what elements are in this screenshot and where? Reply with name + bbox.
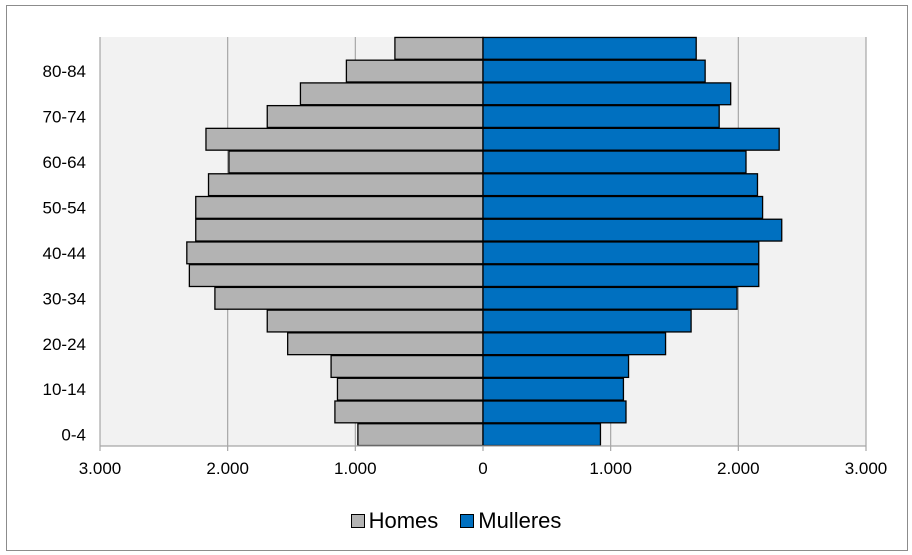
x-tick-label: 2.000 (717, 459, 760, 478)
legend-swatch-homes (350, 514, 365, 528)
y-tick-label: 50-54 (43, 198, 86, 217)
bars (186, 36, 783, 447)
bar-homes-65-69 (205, 127, 484, 151)
bar-mulleres-45-49 (482, 218, 783, 242)
y-tick-label: 0-4 (61, 426, 86, 445)
bar-mulleres-85+ (482, 36, 697, 60)
y-tick-label: 10-14 (43, 380, 86, 399)
x-tick-label: 1.000 (334, 459, 377, 478)
bar-homes-30-34 (214, 286, 484, 310)
bar-homes-50-54 (195, 195, 484, 219)
bar-mulleres-20-24 (482, 332, 667, 356)
bar-homes-40-44 (186, 241, 484, 265)
legend-label-mulleres: Mulleres (478, 508, 562, 533)
bar-homes-5-9 (334, 400, 484, 424)
bar-homes-35-39 (188, 264, 484, 288)
x-tick-label: 0 (478, 459, 487, 478)
bar-mulleres-55-59 (482, 173, 759, 197)
bar-mulleres-10-14 (482, 377, 625, 401)
bar-homes-55-59 (207, 173, 484, 197)
x-axis-labels: 3.000 2.000 1.000 0 1.000 2.000 3.000 (79, 459, 888, 478)
bar-homes-80-84 (345, 59, 484, 83)
bar-mulleres-15-19 (482, 354, 630, 379)
y-tick-label: 60-64 (43, 153, 86, 172)
legend-label-homes: Homes (368, 508, 439, 533)
bar-homes-0-4 (357, 423, 484, 447)
bar-homes-85+ (394, 36, 484, 60)
bar-mulleres-25-29 (482, 309, 692, 333)
x-tick-label: 2.000 (206, 459, 249, 478)
x-tick-label: 3.000 (845, 459, 888, 478)
bar-homes-45-49 (195, 218, 484, 242)
y-tick-label: 70-74 (43, 108, 86, 127)
legend: Homes Mulleres (0, 508, 912, 534)
bar-homes-20-24 (287, 332, 484, 356)
y-tick-label: 40-44 (43, 244, 86, 263)
bar-mulleres-80-84 (482, 59, 706, 83)
bar-mulleres-50-54 (482, 195, 764, 219)
legend-item-mulleres: Mulleres (460, 508, 561, 534)
bar-homes-15-19 (330, 354, 484, 379)
y-tick-label: 20-24 (43, 335, 86, 354)
bar-homes-25-29 (266, 309, 484, 333)
bar-mulleres-75-79 (482, 82, 732, 106)
legend-swatch-mulleres (460, 514, 475, 528)
x-tick-label: 1.000 (589, 459, 632, 478)
bar-mulleres-70-74 (482, 104, 720, 129)
bar-homes-70-74 (266, 104, 484, 129)
bar-mulleres-0-4 (482, 423, 602, 447)
bar-homes-10-14 (336, 377, 484, 401)
y-tick-label: 30-34 (43, 289, 86, 308)
bar-homes-60-64 (228, 150, 484, 174)
bar-mulleres-40-44 (482, 241, 760, 265)
legend-item-homes: Homes (350, 508, 439, 534)
y-axis-labels: 0-4 10-14 20-24 30-34 40-44 50-54 60-64 70-74 80… (43, 62, 86, 445)
bar-mulleres-60-64 (482, 150, 747, 174)
bar-mulleres-30-34 (482, 286, 738, 310)
x-tick-label: 3.000 (79, 459, 122, 478)
bar-mulleres-5-9 (482, 400, 627, 424)
bar-mulleres-35-39 (482, 264, 760, 288)
y-tick-label: 80-84 (43, 62, 86, 81)
bar-mulleres-65-69 (482, 127, 780, 151)
bar-homes-75-79 (299, 82, 484, 106)
